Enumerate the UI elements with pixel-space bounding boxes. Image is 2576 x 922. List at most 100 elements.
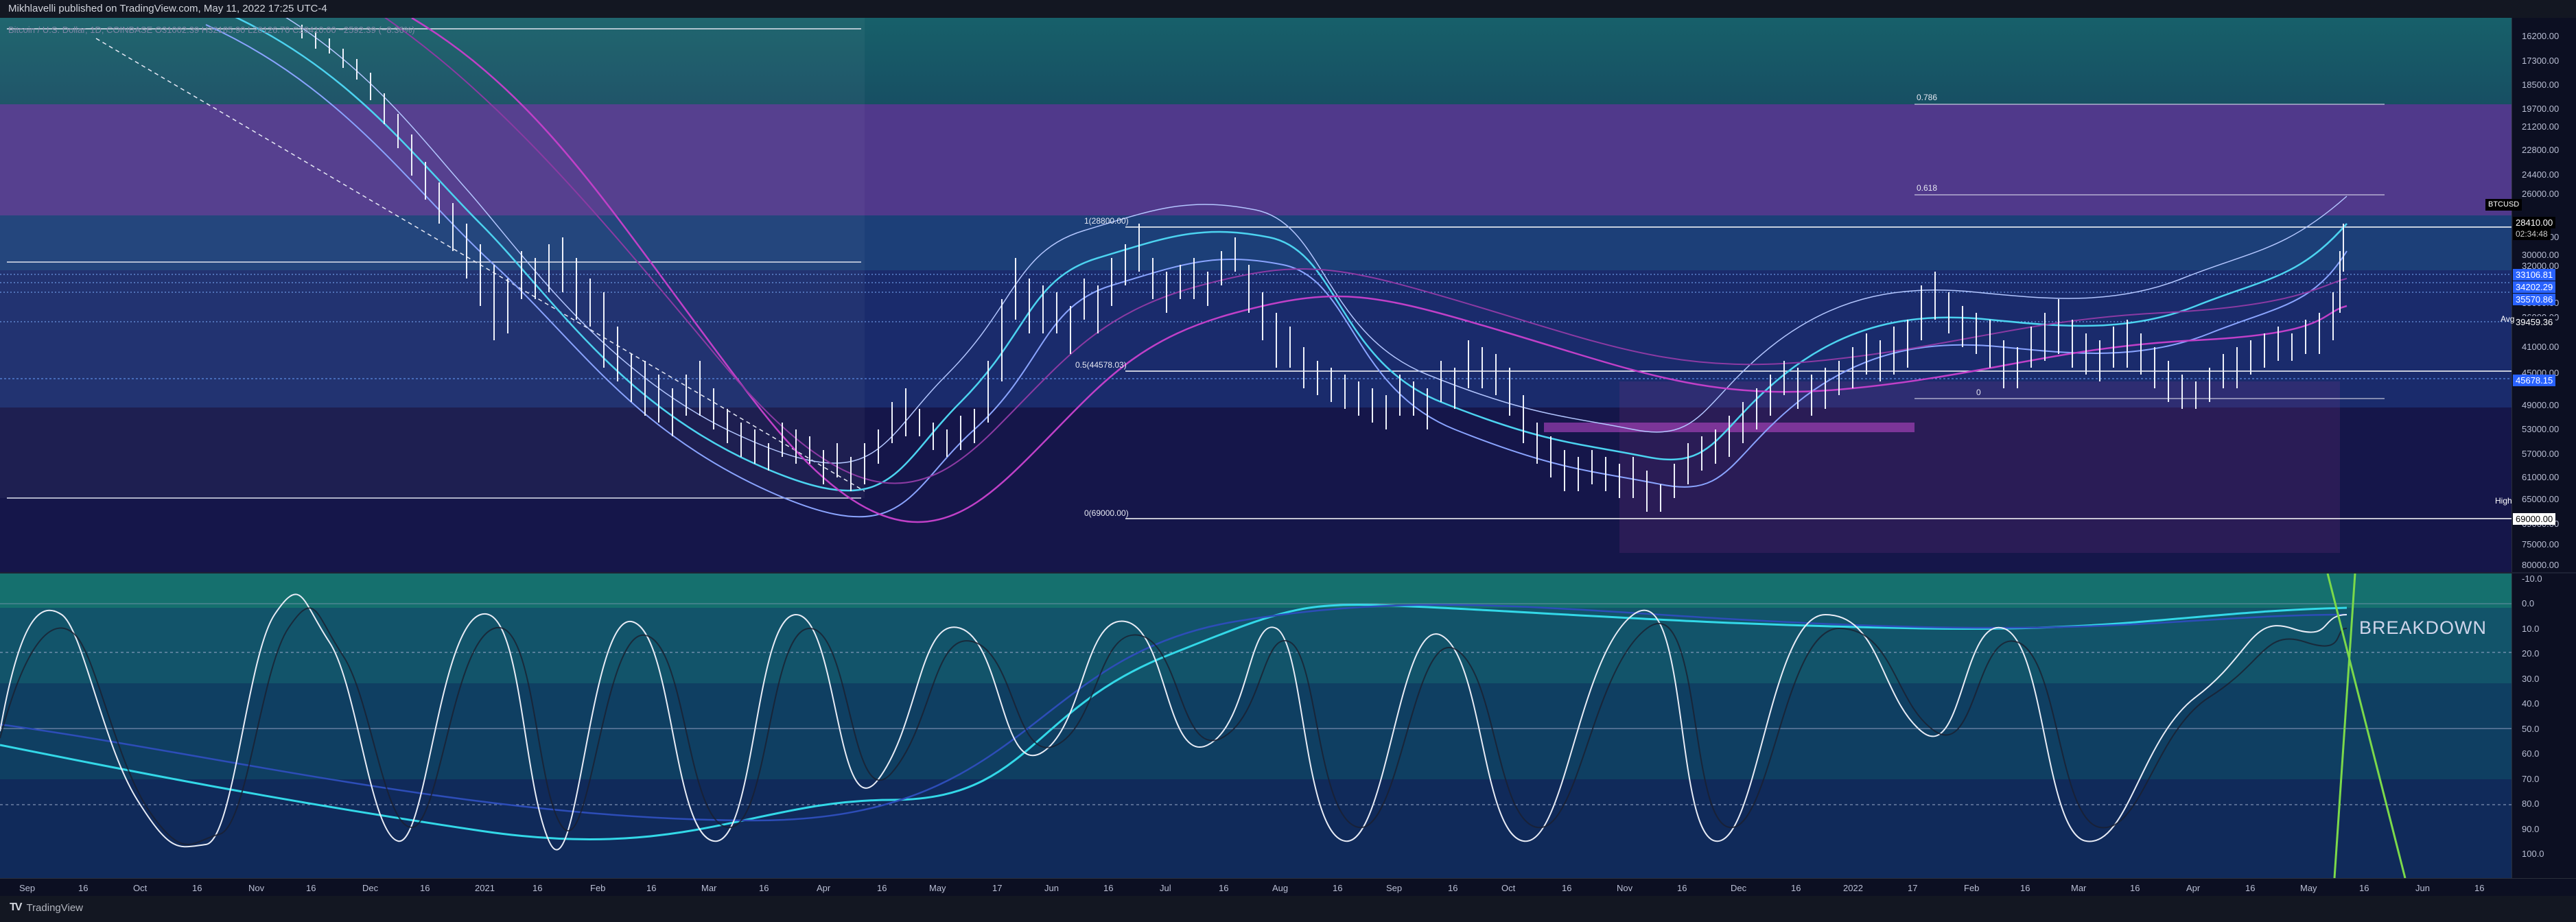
- shaded-range: [0, 18, 865, 498]
- symbol-legend: Bitcoin / U.S. Dollar, 1D, COINBASE O310…: [8, 25, 415, 35]
- symbol-tag-label: BTCUSD: [2488, 200, 2520, 209]
- level-tag: 33106.81: [2513, 269, 2556, 281]
- time-label: 16: [2245, 883, 2255, 893]
- level-tag: 34202.29: [2513, 281, 2556, 293]
- last-price-value: 28410.00: [2516, 217, 2553, 228]
- signal-wave: [0, 607, 2347, 845]
- price-tick: 49000.00: [2522, 400, 2559, 410]
- osc-tick: 40.0: [2522, 698, 2539, 709]
- ema-line: [235, 18, 2347, 492]
- high-value: 69000.00: [2516, 514, 2553, 524]
- lower-zone: [0, 407, 2511, 572]
- high-label: High: [2492, 495, 2515, 507]
- purple-resistance-zone: [0, 104, 2511, 215]
- price-tick: 26000.00: [2522, 189, 2559, 199]
- avg-label-text: Avg: [2501, 314, 2515, 324]
- osc-scale-svg: -10.0 0.0 10.0 20.0 30.0 40.0 50.0 60.0 …: [2522, 574, 2544, 859]
- pane-divider[interactable]: [0, 572, 2576, 574]
- tradingview-logo-icon: TV: [10, 901, 23, 913]
- brand[interactable]: TV TradingView: [10, 901, 83, 914]
- oscillator-scale[interactable]: -10.0 0.0 10.0 20.0 30.0 40.0 50.0 60.0 …: [2511, 574, 2576, 878]
- osc-zone: [0, 608, 2511, 683]
- price-tick: 30000.00: [2522, 250, 2559, 260]
- time-label: Sep: [1386, 883, 1402, 893]
- fib-label-0786: 0.786: [1917, 93, 1937, 102]
- osc-tick: 10.0: [2522, 624, 2539, 634]
- osc-tick: 70.0: [2522, 774, 2539, 784]
- oscillator-wave: [0, 593, 2347, 851]
- time-label: 16: [2474, 883, 2484, 893]
- price-tick: 24400.00: [2522, 169, 2559, 180]
- time-label: 16: [78, 883, 88, 893]
- price-bars: [301, 25, 2344, 512]
- high-label-text: High: [2495, 496, 2512, 506]
- avg-value: 39459.36: [2516, 317, 2553, 327]
- time-label: Dec: [362, 883, 379, 893]
- fib-label-05: 0.5(44578.03): [1075, 360, 1127, 370]
- publish-info-text: Mikhlavelli published on TradingView.com…: [8, 3, 327, 14]
- breakdown-line: [2326, 574, 2407, 878]
- cyan-cycle-line: [0, 604, 2347, 841]
- band-line: [285, 18, 2347, 464]
- time-label: 16: [2130, 883, 2140, 893]
- time-axis[interactable]: Sep 16 Oct 16 Nov 16 Dec 16 2021 16 Feb …: [0, 878, 2576, 897]
- time-label: 16: [646, 883, 656, 893]
- time-label: Nov: [1617, 883, 1633, 893]
- time-label: 16: [1677, 883, 1687, 893]
- osc-tick: -10.0: [2522, 574, 2542, 584]
- osc-tick: 50.0: [2522, 724, 2539, 734]
- symbol-tag: BTCUSD: [2485, 199, 2522, 211]
- osc-tick: 100.0: [2522, 849, 2544, 859]
- time-label: 16: [877, 883, 887, 893]
- main-chart-pane[interactable]: 0.786 0.618 1(28800.00) 0.5(44578.03) 0 …: [0, 18, 2511, 572]
- sma-purple-line: [384, 18, 2347, 484]
- osc-tick: 30.0: [2522, 674, 2539, 684]
- breakdown-line: [2333, 574, 2356, 878]
- footer: TV TradingView: [0, 896, 2576, 922]
- time-label: 16: [420, 883, 430, 893]
- time-label: Mar: [701, 883, 717, 893]
- fib-label-1: 1(28800.00): [1084, 216, 1129, 226]
- oscillator-pane[interactable]: [0, 574, 2511, 878]
- oscillator-svg: [0, 574, 2511, 878]
- publish-header: Mikhlavelli published on TradingView.com…: [0, 0, 2576, 18]
- price-tick: 32000.00: [2522, 261, 2559, 271]
- time-label: 2022: [1843, 883, 1863, 893]
- price-tick: 53000.00: [2522, 424, 2559, 434]
- time-label: Aug: [1272, 883, 1288, 893]
- time-label: 16: [192, 883, 202, 893]
- last-price-tag: 28410.00: [2513, 217, 2556, 228]
- band-line: [205, 24, 2347, 518]
- time-label: 16: [532, 883, 542, 893]
- time-label: 16: [759, 883, 769, 893]
- time-label: Oct: [1501, 883, 1516, 893]
- level-value: 35570.86: [2516, 294, 2553, 305]
- price-tick: 41000.00: [2522, 342, 2559, 352]
- osc-zone: [0, 683, 2511, 779]
- price-tick: 57000.00: [2522, 449, 2559, 459]
- time-label: Apr: [817, 883, 831, 893]
- time-label: 16: [1219, 883, 1228, 893]
- osc-zone-top: [0, 574, 2511, 608]
- price-scale[interactable]: 16200.00 17300.00 18500.00 19700.00 2120…: [2511, 18, 2576, 572]
- level-value: 34202.29: [2516, 282, 2553, 292]
- time-label: 16: [1562, 883, 1571, 893]
- osc-tick: 80.0: [2522, 799, 2539, 809]
- level-value: 33106.81: [2516, 270, 2553, 280]
- time-label: Mar: [2071, 883, 2087, 893]
- price-tick: 65000.00: [2522, 494, 2559, 504]
- teal-zone-top: [0, 18, 2511, 104]
- level-tag: 35570.86: [2513, 294, 2556, 305]
- fib-label-0618: 0.618: [1917, 183, 1937, 193]
- time-label: 16: [1103, 883, 1113, 893]
- blue-cycle-line: [0, 604, 2347, 822]
- time-label: 17: [1908, 883, 1917, 893]
- price-tick: 16200.00: [2522, 31, 2559, 41]
- price-tick: 18500.00: [2522, 80, 2559, 90]
- breakdown-annotation: BREAKDOWN: [2359, 617, 2487, 638]
- price-tick: 21200.00: [2522, 121, 2559, 132]
- time-label: May: [929, 883, 946, 893]
- time-label: 16: [1333, 883, 1342, 893]
- time-label: 16: [1791, 883, 1801, 893]
- osc-tick: 0.0: [2522, 598, 2534, 608]
